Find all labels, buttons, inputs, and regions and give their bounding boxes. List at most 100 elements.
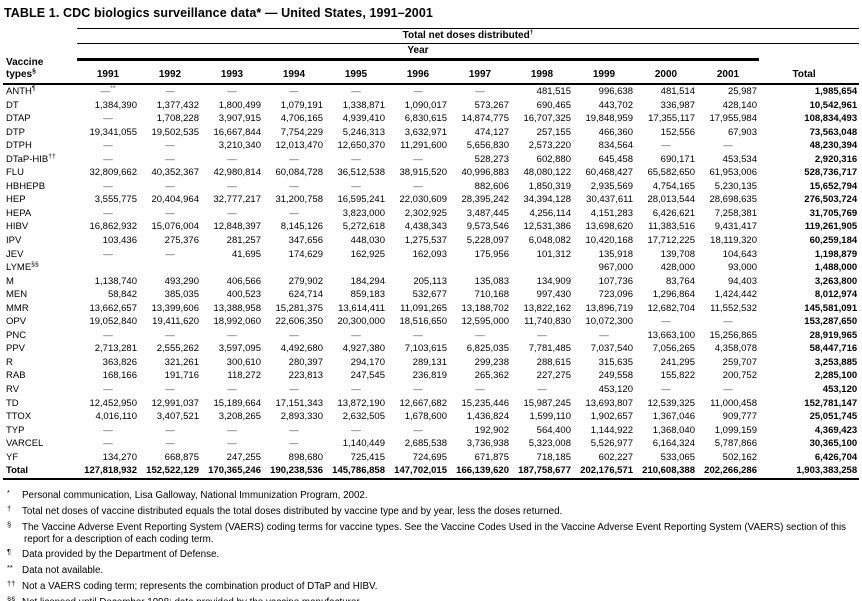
table-row: HEPA — — — — 3,823,000 2,302,925 3,487,445 4,256… [3, 207, 859, 221]
value-cell: 28,698,635 [709, 194, 757, 206]
value-cell: 602,227 [598, 451, 633, 463]
row-total-cell: 108,834,493 [804, 113, 858, 125]
vaccine-name-cell: JEV [6, 248, 24, 260]
table-row: DTP 19,341,055 19,502,535 16,667,844 7,754,2… [3, 126, 859, 140]
value-cell: — [289, 180, 299, 192]
value-cell: 17,151,343 [275, 397, 323, 409]
value-cell: 1,296,864 [652, 289, 695, 301]
value-cell: 187,758,677 [511, 464, 573, 480]
value-cell: 1,902,657 [590, 411, 633, 423]
value-cell: 9,431,417 [714, 221, 757, 233]
spanner-row-year: Year [3, 43, 859, 61]
value-cell: 564,400 [536, 424, 571, 436]
vaccine-name-cell: DT [6, 99, 19, 111]
value-cell: 532,677 [412, 289, 447, 301]
value-cell: 428,140 [722, 99, 757, 111]
value-cell: 205,113 [413, 275, 447, 287]
row-total-cell: 6,426,704 [814, 451, 858, 463]
row-total-cell: 2,920,316 [814, 153, 858, 165]
value-cell: 12,848,397 [213, 221, 261, 233]
value-cell: 275,376 [164, 235, 199, 247]
row-total-cell: 119,261,905 [804, 221, 858, 233]
value-cell: 60,084,728 [275, 167, 323, 179]
vaccine-name-cell: DTAP [6, 113, 31, 125]
value-cell: 4,358,078 [714, 343, 757, 355]
value-cell: 118,272 [227, 370, 261, 382]
value-cell: 723,096 [598, 289, 633, 301]
value-cell: 347,656 [288, 235, 323, 247]
year-column-header: 1995 [325, 59, 387, 85]
value-cell: 41,695 [231, 248, 261, 260]
value-cell: 3,210,340 [218, 140, 261, 152]
value-cell: 17,355,117 [648, 113, 695, 125]
value-cell: 210,608,388 [635, 464, 697, 480]
year-column-header: 1991 [77, 59, 139, 85]
value-cell: 4,492,680 [280, 343, 323, 355]
value-cell: 448,030 [350, 235, 385, 247]
value-cell: 6,426,621 [652, 207, 695, 219]
value-cell: 7,103,615 [404, 343, 447, 355]
value-cell: 645,458 [598, 153, 633, 165]
value-cell: 289,131 [412, 356, 447, 368]
value-cell: 481,514 [660, 86, 695, 97]
vaccine-name-cell: PNC [6, 329, 27, 341]
value-cell: 2,713,281 [94, 343, 137, 355]
row-total-cell: 276,503,724 [804, 194, 858, 206]
value-cell: 94,403 [727, 275, 757, 287]
row-total-cell: 1,985,654 [814, 86, 858, 97]
vaccine-name-cell: TD [6, 397, 19, 409]
vaccine-name-cell: ANTH¶ [6, 85, 36, 97]
value-cell: 5,526,977 [590, 438, 633, 450]
value-cell: 152,556 [660, 126, 695, 138]
value-cell: — [661, 384, 671, 396]
value-cell: 12,013,470 [275, 140, 323, 152]
value-cell: 2,893,330 [280, 411, 323, 423]
value-cell: — [351, 86, 361, 97]
value-cell: 32,777,217 [213, 194, 261, 206]
value-cell: 40,996,883 [461, 167, 509, 179]
value-cell: 247,545 [350, 370, 385, 382]
value-cell: — [165, 140, 175, 152]
value-cell: 718,185 [536, 451, 571, 463]
vaccine-name-cell: PPV [6, 343, 26, 355]
footnote-marker: §§ [7, 595, 16, 601]
value-cell: — [165, 86, 175, 97]
value-cell: — [723, 316, 733, 328]
table-row: DTaP-HIB†† — — — — — — 528,273 602,880 645,458 690… [3, 153, 859, 167]
row-total-cell: 152,781,147 [804, 397, 858, 409]
footnote: †† Not a VAERS coding term; represents th… [7, 579, 378, 593]
vaccine-name-cell: FLU [6, 167, 24, 179]
value-cell: 17,712,225 [647, 235, 695, 247]
value-cell: — [351, 424, 361, 436]
table-row: IPV 103,436 275,376 281,257 347,656 448,030 1,… [3, 234, 859, 248]
value-cell: — [165, 180, 175, 192]
value-cell: 1,368,040 [652, 424, 695, 436]
footnote-marker: ** [7, 563, 13, 573]
value-cell: 13,388,958 [213, 302, 261, 314]
value-cell: 4,256,114 [529, 207, 571, 219]
value-cell: 174,629 [288, 248, 323, 260]
footnote-marker: ** [110, 85, 116, 92]
value-cell: — [413, 424, 423, 436]
value-cell: 3,632,971 [404, 126, 447, 138]
value-cell: 493,290 [164, 275, 199, 287]
value-cell: 1,678,600 [404, 411, 447, 423]
value-cell: 1,367,046 [652, 411, 695, 423]
value-cell: — [413, 180, 423, 192]
value-cell: — [103, 180, 113, 192]
value-cell: — [103, 207, 113, 219]
row-total-cell: 60,259,184 [809, 235, 858, 247]
value-cell: 19,341,055 [89, 126, 137, 138]
vaccine-name-cell: HBHEPB [6, 180, 46, 192]
value-cell: 34,394,128 [523, 194, 571, 206]
value-cell: 13,662,657 [89, 302, 137, 314]
vaccine-name-cell: DTaP-HIB†† [6, 152, 56, 165]
value-cell: 859,183 [350, 289, 385, 301]
table-row: DT 1,384,390 1,377,432 1,800,499 1,079,191 1,… [3, 99, 859, 113]
value-cell: 474,127 [474, 126, 509, 138]
value-cell: 363,826 [102, 356, 137, 368]
value-cell: 4,016,110 [95, 411, 137, 423]
value-cell: 5,230,135 [714, 180, 757, 192]
value-cell: 93,000 [727, 262, 757, 274]
vaccine-name-cell: YF [6, 451, 19, 463]
